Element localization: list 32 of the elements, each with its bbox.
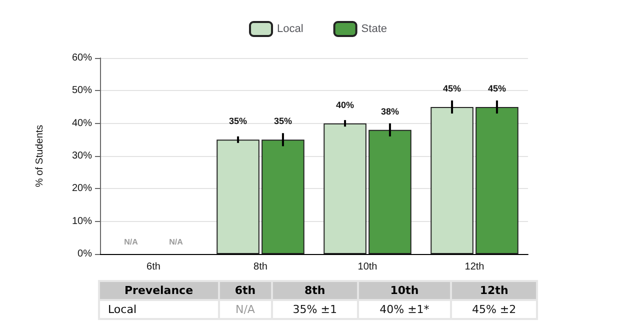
text: N/A (124, 238, 138, 246)
data-label: 35% (229, 116, 248, 126)
y-tick-label: 60% (72, 52, 92, 64)
data-label: 40% (336, 100, 354, 110)
text: Local (99, 300, 218, 319)
y-tick-label: 20% (72, 183, 92, 194)
legend-label: Local (277, 23, 304, 35)
category-label: 8th (304, 284, 326, 297)
text: N/A (169, 238, 183, 246)
y-tick-label: 30% (72, 150, 92, 162)
y-axis-title: % of Students (34, 124, 46, 188)
x-tick-label: 6th (146, 262, 160, 272)
x-tick-label: 12th (464, 262, 484, 272)
data-label: 38% (380, 106, 399, 116)
text: 35% ±1 (272, 300, 358, 319)
category-label: 12th (480, 284, 508, 297)
data-label: 45% (443, 84, 462, 94)
data-label: 35% (274, 116, 292, 126)
text: 45% ±2 (451, 300, 537, 319)
y-tick-label: 40% (72, 118, 92, 129)
data-label: 45% (488, 84, 506, 94)
x-tick-label: 8th (254, 262, 268, 272)
category-label: 6th (234, 284, 256, 297)
category-label: 10th (390, 284, 419, 297)
x-tick-label: 10th (358, 262, 378, 272)
text: N/A (218, 300, 272, 319)
legend-label: State (361, 23, 387, 35)
text: 40% ±1* (358, 300, 452, 319)
y-tick-label: 50% (72, 85, 92, 96)
text: Prevelance (99, 281, 218, 300)
y-tick-label: 0% (78, 248, 92, 260)
y-tick-label: 10% (72, 216, 92, 227)
